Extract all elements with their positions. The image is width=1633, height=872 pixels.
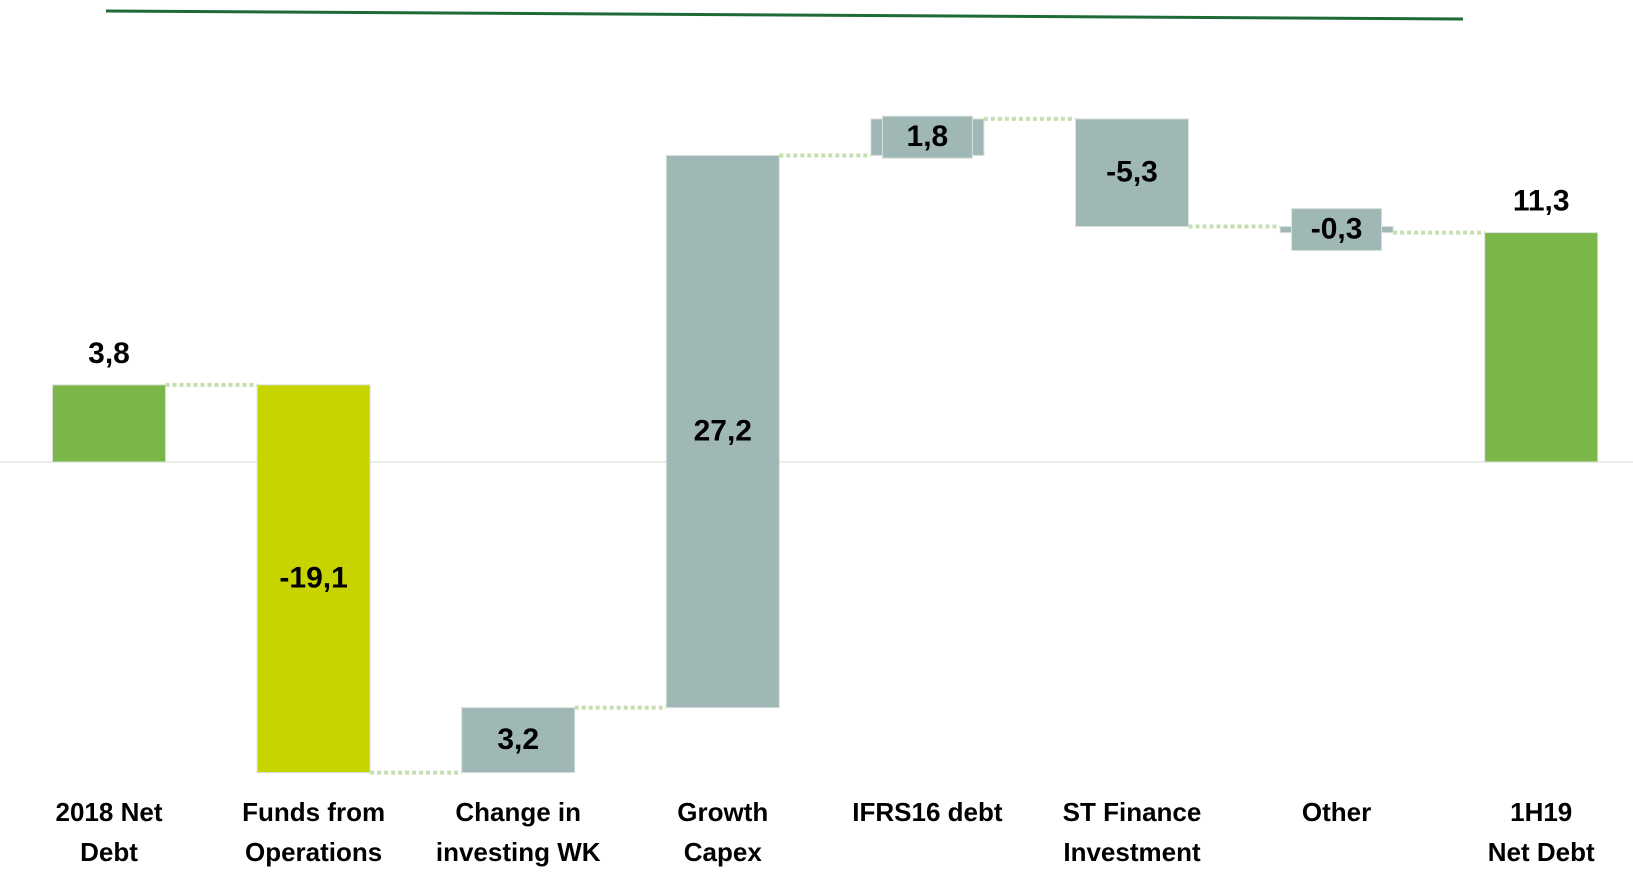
bar — [52, 384, 166, 463]
bar — [1484, 232, 1599, 463]
value-label: -0,3 — [1311, 212, 1363, 245]
value-label: 3,8 — [88, 337, 130, 370]
value-label: 11,3 — [1513, 185, 1570, 218]
bar — [461, 707, 576, 774]
value-label: -19,1 — [279, 562, 347, 595]
label-box — [881, 115, 973, 159]
category-label: Funds from Operations — [242, 797, 386, 867]
bar — [665, 154, 780, 709]
category-label: 2018 Net Debt — [55, 797, 163, 867]
title-underline — [105, 9, 1464, 21]
value-label: -5,3 — [1106, 156, 1158, 189]
value-label: 3,2 — [497, 723, 539, 756]
category-label: Change in investing WK — [435, 797, 601, 867]
bar — [256, 384, 371, 774]
bar — [1075, 118, 1189, 228]
category-label: Other — [1301, 797, 1372, 827]
category-label: IFRS16 debt — [852, 797, 1003, 827]
category-label: 1H19 Net Debt — [1487, 797, 1595, 867]
category-label: Growth Capex — [677, 797, 769, 867]
value-label: 1,8 — [907, 120, 949, 153]
category-label: ST Finance Investment — [1062, 797, 1202, 867]
label-box — [1291, 208, 1383, 252]
value-label: 27,2 — [694, 414, 752, 447]
